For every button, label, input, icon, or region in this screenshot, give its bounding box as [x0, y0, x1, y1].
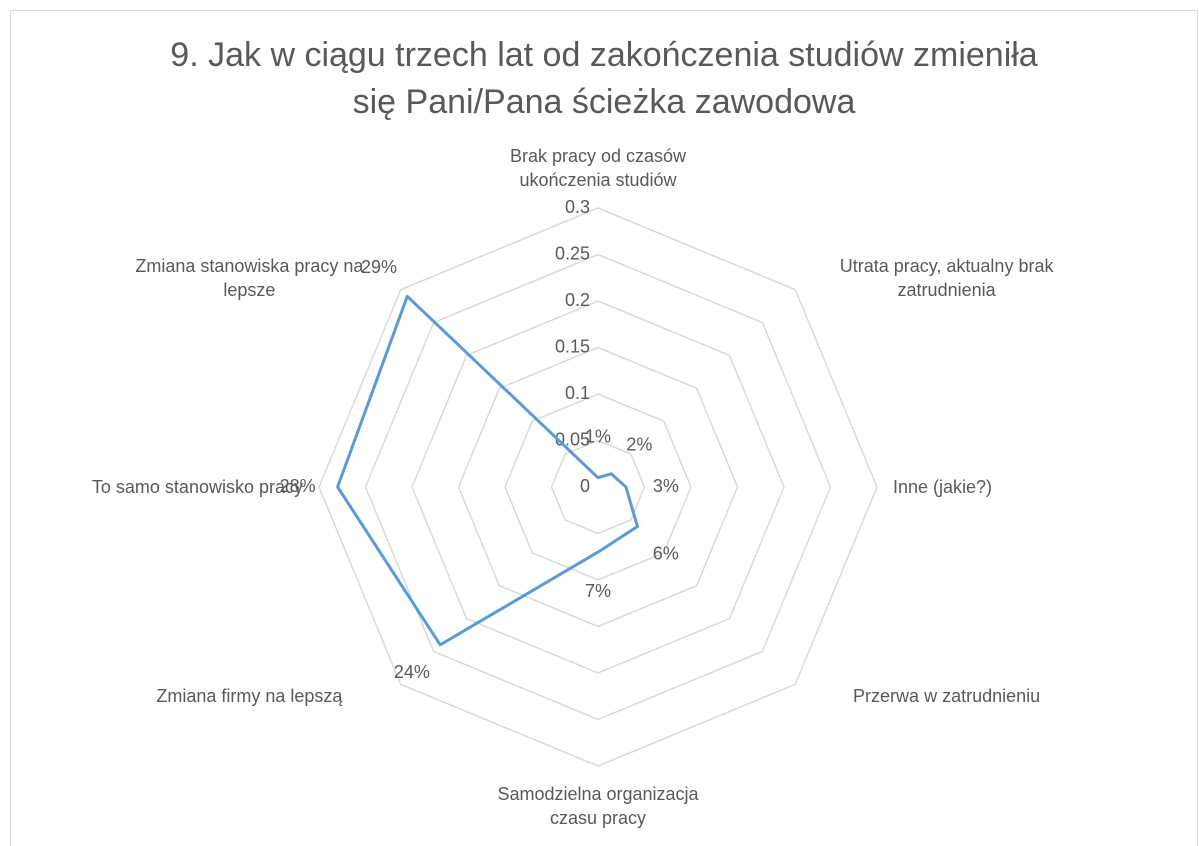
category-label: Inne (jakie?) [893, 477, 993, 497]
category-label: Zmiana stanowiska pracy na lepsze [135, 256, 364, 301]
data-label: 6% [653, 543, 679, 563]
data-label: 24% [394, 662, 430, 682]
grid-ring [411, 300, 785, 674]
data-label: 1% [585, 426, 611, 446]
r-tick-label: 0.25 [555, 243, 590, 263]
category-label: Zmiana firmy na lepszą [156, 685, 343, 706]
category-label: Utrata pracy, aktualny brak zatrudnienia [839, 256, 1054, 301]
grid-ring [550, 439, 646, 535]
r-tick-label: 0.3 [565, 197, 590, 217]
data-label: 29% [361, 257, 397, 277]
r-tick-label: 0.2 [565, 290, 590, 310]
data-label: 3% [653, 476, 679, 496]
r-tick-label: 0.1 [565, 383, 590, 403]
grid-ring [318, 207, 878, 767]
radar-line [336, 294, 639, 647]
category-label: Przerwa w zatrudnieniu [853, 685, 1041, 706]
grid-ring [364, 253, 832, 721]
chart-title: 9. Jak w ciągu trzech lat od zakończenia… [170, 36, 1038, 121]
chart-border [10, 10, 1198, 846]
category-label: To samo stanowisko pracy [91, 477, 303, 497]
r-tick-label: 0 [580, 476, 590, 496]
category-label: Samodzielna organizacja czasu pracy [497, 784, 699, 828]
category-label: Brak pracy od czasów ukończenia studiów [509, 146, 687, 190]
data-label: 28% [280, 476, 316, 496]
data-label: 7% [585, 581, 611, 601]
grid-ring [457, 346, 739, 628]
r-tick-label: 0.15 [555, 336, 590, 356]
data-label: 2% [626, 434, 652, 454]
grid-ring [504, 393, 692, 581]
